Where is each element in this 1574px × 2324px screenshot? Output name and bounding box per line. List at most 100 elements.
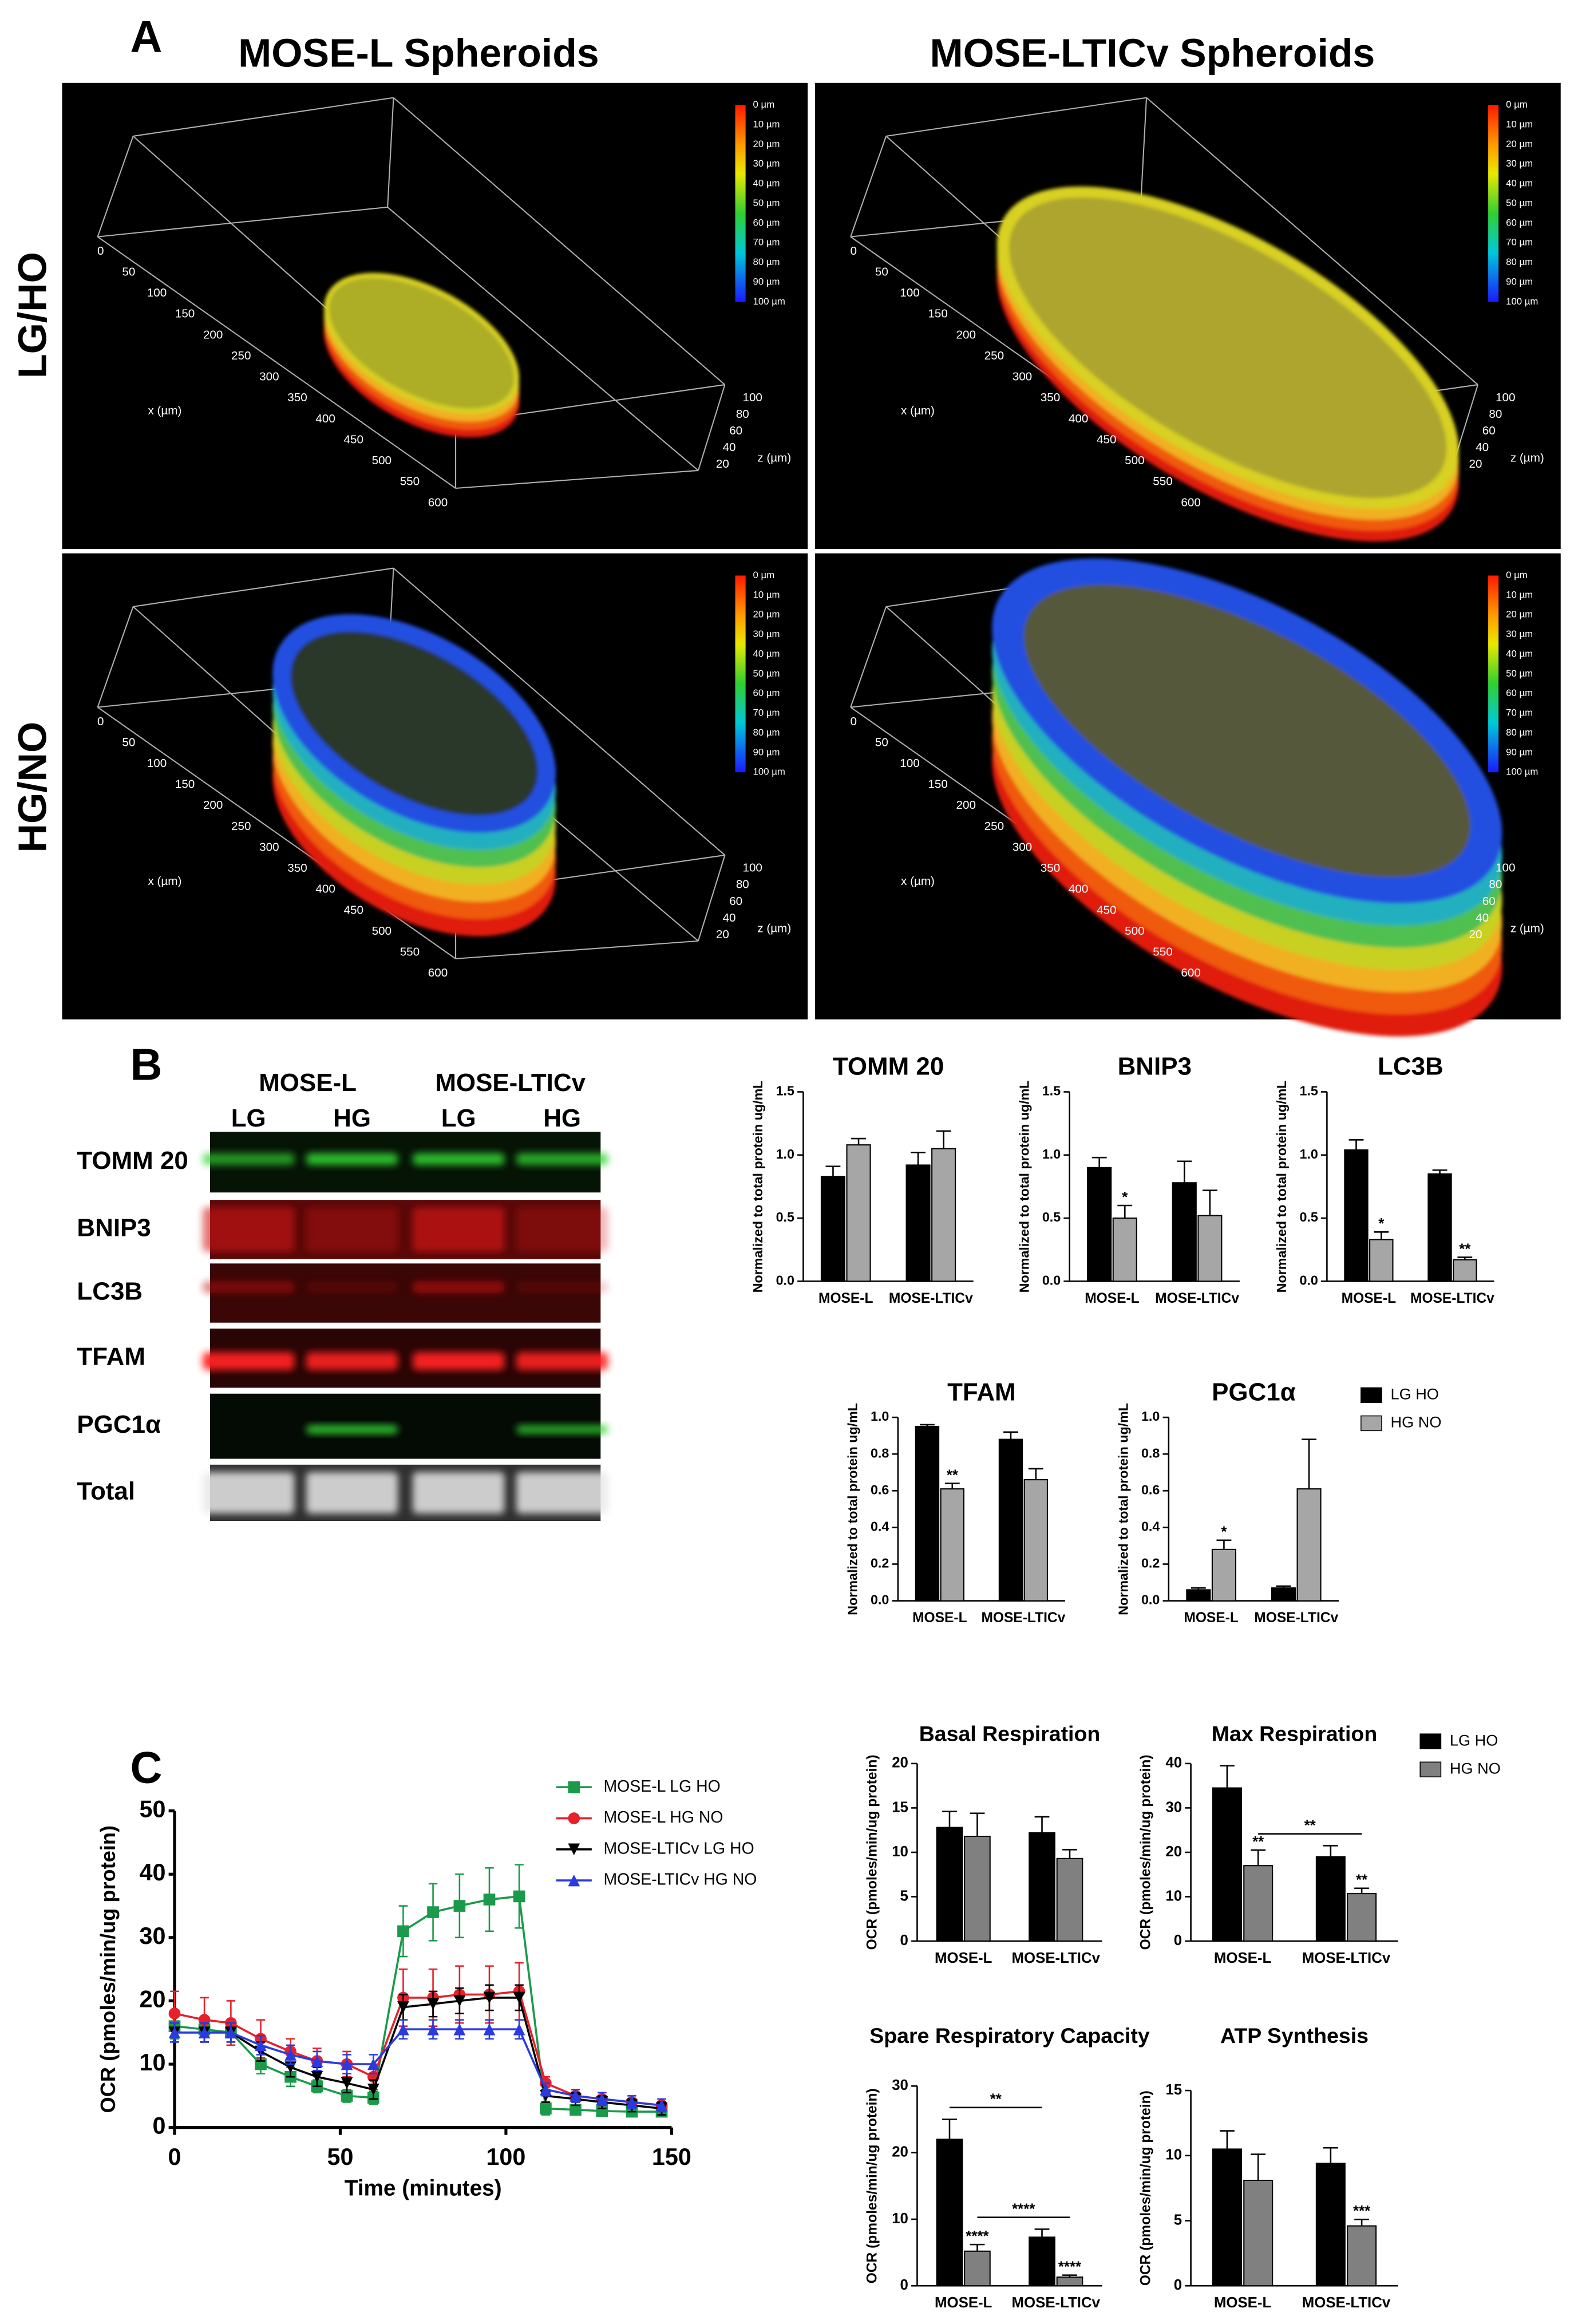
bar [936, 1827, 963, 1942]
chart-title: Basal Respiration [919, 1722, 1101, 1746]
y-tick-label: 20 [1165, 1844, 1182, 1860]
x-tick-label: MOSE-L [935, 1950, 992, 1966]
significance: *** [1353, 2203, 1371, 2219]
y-tick-label: 0.0 [1042, 1272, 1061, 1287]
y-tick-label: 10 [139, 2049, 165, 2076]
y-axis-label: Normalized to total protein ug/mL [750, 1081, 765, 1293]
y-tick-label: 30 [892, 2077, 908, 2093]
marker [568, 1843, 580, 1856]
z-tick-label: 60 [729, 895, 742, 908]
y-tick-label: 10 [892, 1844, 908, 1860]
bar [936, 2139, 963, 2287]
y-tick-label: 0.8 [871, 1445, 889, 1460]
wireframe-edge [1146, 97, 1478, 385]
x-tick-label: MOSE-LTICv [981, 1610, 1065, 1626]
y-axis-label: OCR (pmoles/min/ug protein) [1138, 1754, 1154, 1950]
blot-band [203, 1153, 295, 1165]
blot-band [306, 1153, 398, 1165]
marker [311, 2070, 323, 2083]
row-label: HG/NO [10, 722, 54, 853]
wireframe-edge [387, 207, 699, 471]
error-bar [1354, 2218, 1370, 2226]
depth-label: 70 µm [753, 237, 780, 248]
marker [540, 2102, 552, 2114]
y-tick-label: 0.5 [1300, 1210, 1318, 1224]
error-bar [1348, 1139, 1364, 1150]
wireframe-edge [393, 97, 726, 385]
y-tick-label: 20 [139, 1986, 165, 2012]
depth-label: 0 µm [1506, 99, 1528, 110]
x-tick-label: 500 [372, 924, 391, 938]
legend-swatch [1361, 1415, 1382, 1432]
depth-label: 0 µm [1506, 570, 1528, 580]
spheroid [992, 558, 1502, 1037]
marker [427, 1998, 439, 2010]
y-tick-label: 30 [1165, 1799, 1182, 1815]
z-axis-label: z (µm) [757, 452, 791, 465]
legend-label: MOSE-LTICv HG NO [604, 1871, 757, 1889]
bar [1029, 1832, 1055, 1942]
row-label: LG/HO [10, 252, 54, 378]
y-tick-label: 1.5 [1042, 1084, 1061, 1098]
blot-band [306, 1472, 398, 1514]
x-tick-label: 50 [122, 266, 135, 279]
error-bar [1219, 2130, 1235, 2149]
marker [513, 1991, 525, 2004]
x-tick-label: MOSE-LTICv [1410, 1291, 1494, 1306]
render-panel: 0 µm 10 µm 20 µm 30 µm 40 µm 50 µm 60 µm 70 µm 8… [62, 82, 808, 549]
x-tick-label: 0 [97, 244, 104, 258]
x-tick-label: 150 [928, 778, 947, 791]
y-tick-label: 0.5 [776, 1210, 794, 1224]
z-axis-label: z (µm) [1510, 922, 1544, 935]
error-bar [1117, 1204, 1133, 1219]
bar [1087, 1167, 1112, 1282]
bar [1315, 2163, 1346, 2287]
error-bar [1374, 1231, 1389, 1240]
blot-band [413, 1472, 505, 1514]
wireframe-edge [697, 855, 726, 942]
marker [626, 2096, 638, 2108]
chart-title: TOMM 20 [833, 1053, 944, 1081]
wireframe-edge [1140, 97, 1148, 207]
x-tick-label: 300 [259, 370, 279, 384]
blot-band [413, 1207, 505, 1252]
chart-title: TFAM [947, 1378, 1016, 1406]
x-tick-label: 100 [486, 2144, 525, 2170]
significance: **** [1058, 2259, 1082, 2275]
x-tick-label: MOSE-LTICv [1155, 1291, 1239, 1306]
x-tick-label: MOSE-L [935, 2295, 992, 2311]
x-tick-label: MOSE-LTICv [1302, 2295, 1391, 2311]
depth-label: 60 µm [753, 217, 780, 228]
x-tick-label: 200 [203, 328, 223, 341]
y-tick-label: 10 [892, 2211, 908, 2227]
depth-label: 30 µm [753, 629, 780, 639]
y-axis-label: OCR (pmoles/min/ug protein) [1138, 2090, 1154, 2286]
error-bar [1457, 1256, 1473, 1260]
x-tick-label: MOSE-LTICv [1011, 2295, 1100, 2311]
series-line [174, 1997, 662, 2110]
marker [453, 1900, 466, 1912]
x-tick-label: 400 [1069, 883, 1088, 896]
render-panel: 0 µm 10 µm 20 µm 30 µm 40 µm 50 µm 60 µm 70 µm 8… [62, 553, 808, 1019]
blot-band [413, 1352, 505, 1370]
chart-title: PGC1α [1212, 1378, 1296, 1406]
y-tick-label: 5 [1174, 2212, 1182, 2228]
bracket-label: **** [1012, 2202, 1035, 2218]
depth-colorbar [1488, 575, 1499, 773]
spheroid-renders: 0 µm 10 µm 20 µm 30 µm 40 µm 50 µm 60 µm 70 µm 8… [62, 82, 1561, 1037]
depth-label: 70 µm [1506, 237, 1533, 248]
significance: ** [1356, 1872, 1368, 1888]
marker [168, 2007, 181, 2019]
depth-label: 10 µm [753, 589, 780, 600]
spheroid [272, 614, 556, 936]
x-tick-label: 550 [400, 475, 420, 488]
render-panel: 0 µm 10 µm 20 µm 30 µm 40 µm 50 µm 60 µm 70 µm 8… [815, 553, 1561, 1037]
y-tick-label: 0.4 [1141, 1519, 1160, 1534]
x-tick-label: 450 [1097, 903, 1116, 916]
spheroid-top [1009, 197, 1447, 499]
depth-label: 20 µm [1506, 139, 1533, 149]
depth-label: 80 µm [753, 727, 780, 738]
x-tick-label: 100 [900, 286, 919, 299]
column-title: MOSE-L Spheroids [238, 31, 599, 76]
depth-label: 100 µm [1506, 296, 1538, 307]
